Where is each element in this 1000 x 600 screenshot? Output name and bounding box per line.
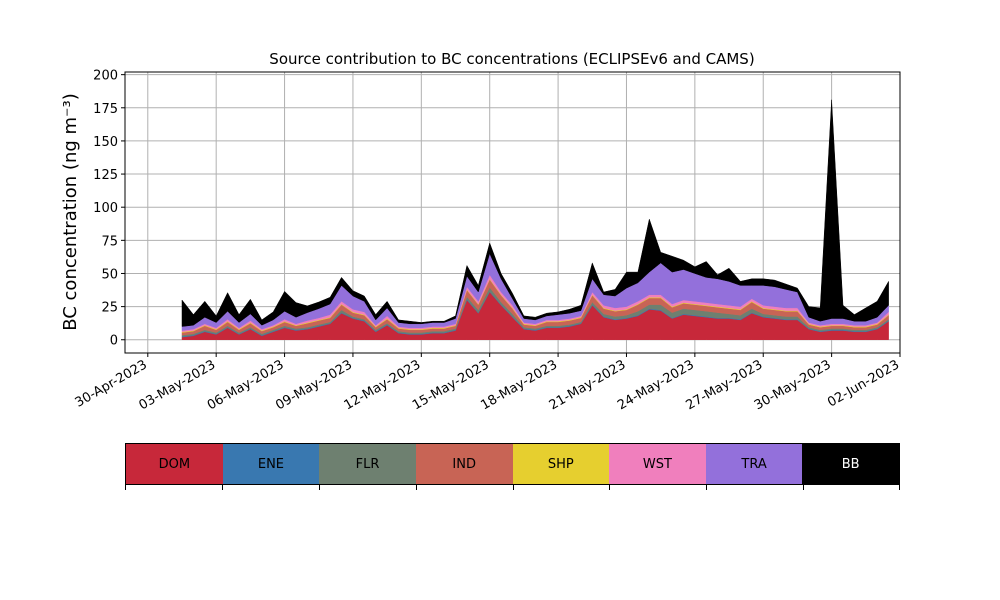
x-tick-label: 21-May-2023 — [547, 357, 629, 413]
y-tick-label: 0 — [110, 334, 118, 349]
legend-item-flr: FLR — [319, 444, 416, 484]
legend-tick-mark — [125, 485, 126, 490]
x-tick-label: 30-May-2023 — [752, 357, 834, 413]
legend-tick-mark — [899, 485, 900, 490]
legend-ticks — [125, 485, 900, 491]
area-series-bb — [181, 99, 889, 327]
y-tick-label: 100 — [93, 201, 118, 216]
legend-item-ene: ENE — [222, 444, 320, 484]
legend-item-shp: SHP — [512, 444, 610, 484]
legend-item-bb: BB — [802, 444, 899, 484]
x-tick-label: 27-May-2023 — [684, 357, 766, 413]
legend-tick-mark — [609, 485, 611, 490]
legend-tick-mark — [803, 485, 805, 490]
legend-item-ind: IND — [415, 444, 513, 484]
x-tick-label: 09-May-2023 — [273, 357, 355, 413]
x-axis: 30-Apr-202303-May-202306-May-202309-May-… — [73, 353, 902, 413]
y-tick-label: 150 — [93, 135, 118, 150]
y-axis-label: BC concentration (ng m⁻³) — [60, 93, 81, 331]
legend-tick-mark — [512, 485, 514, 490]
area-series-group — [181, 99, 889, 340]
legend: DOM ENE FLR IND SHP WST TRA BB — [125, 443, 900, 485]
legend-tick-mark — [415, 485, 417, 490]
legend-tick-mark — [706, 485, 708, 490]
x-tick-label: 12-May-2023 — [342, 357, 424, 413]
x-tick-label: 18-May-2023 — [478, 357, 560, 413]
y-tick-label: 175 — [93, 102, 118, 117]
x-tick-label: 24-May-2023 — [615, 357, 697, 413]
x-tick-label: 06-May-2023 — [205, 357, 287, 413]
y-tick-label: 50 — [101, 267, 118, 282]
y-tick-label: 25 — [101, 301, 118, 316]
legend-item-tra: TRA — [705, 444, 803, 484]
y-axis: 0 25 50 75 100 125 150 175 200 — [93, 69, 125, 349]
stacked-area-chart: 0 25 50 75 100 125 150 175 200 30-Apr-202303-May… — [60, 50, 902, 413]
plot-frame — [124, 71, 901, 354]
legend-tick-mark — [221, 485, 223, 490]
legend-item-dom: DOM — [126, 444, 223, 484]
legend-item-wst: WST — [609, 444, 706, 484]
y-tick-label: 125 — [93, 168, 118, 183]
chart-title: Source contribution to BC concentrations… — [269, 50, 754, 68]
x-tick-label: 15-May-2023 — [410, 357, 492, 413]
y-tick-label: 75 — [101, 234, 118, 249]
grid — [125, 72, 901, 353]
y-tick-label: 200 — [93, 69, 118, 84]
x-tick-label: 03-May-2023 — [136, 357, 218, 413]
x-tick-label: 02-Jun-2023 — [825, 357, 902, 410]
legend-tick-mark — [318, 485, 320, 490]
